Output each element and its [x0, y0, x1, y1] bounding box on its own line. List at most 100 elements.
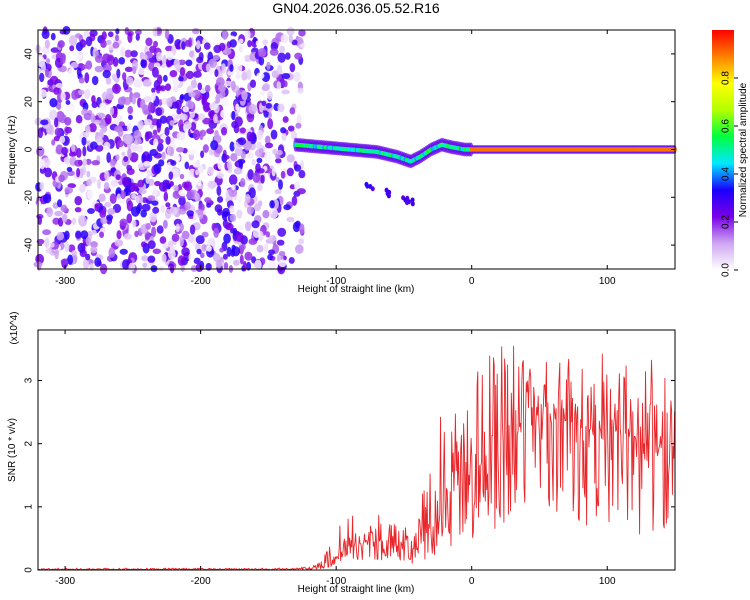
noise-blob: [87, 207, 95, 214]
noise-blob: [140, 241, 147, 248]
noise-blob: [266, 61, 271, 70]
noise-blob: [57, 112, 64, 123]
noise-blob: [280, 33, 289, 44]
noise-blob: [209, 87, 215, 97]
noise-blob: [49, 75, 59, 85]
noise-blob: [267, 118, 274, 130]
noise-blob: [239, 177, 246, 188]
noise-blob: [192, 129, 200, 141]
noise-blob: [94, 50, 100, 57]
noise-blob: [291, 195, 298, 206]
noise-blob: [260, 90, 265, 96]
noise-blob: [165, 135, 171, 145]
y-tick-label: 0: [24, 146, 35, 152]
noise-blob: [193, 71, 202, 78]
noise-blob: [117, 139, 124, 148]
noise-blob: [116, 68, 121, 79]
noise-blob: [131, 94, 137, 105]
noise-blob: [130, 50, 138, 58]
noise-blob: [74, 196, 83, 206]
noise-blob: [127, 148, 132, 159]
noise-blob: [38, 89, 48, 98]
noise-blob: [44, 237, 50, 248]
noise-blob: [202, 117, 211, 125]
noise-blob: [107, 208, 116, 215]
noise-blob: [135, 194, 144, 205]
noise-blob: [109, 193, 117, 204]
noise-blob: [268, 249, 276, 255]
noise-blob: [264, 135, 271, 145]
noise-blob: [161, 151, 166, 160]
noise-blob: [240, 55, 246, 66]
noise-blob: [145, 37, 153, 47]
noise-blob: [283, 80, 288, 88]
noise-blob: [99, 48, 106, 55]
noise-blob: [181, 247, 190, 257]
noise-blob: [40, 61, 46, 73]
noise-blob: [197, 82, 203, 91]
noise-blob: [254, 259, 262, 271]
noise-blob: [244, 221, 252, 232]
noise-blob: [179, 173, 185, 180]
noise-blob: [138, 188, 147, 195]
noise-blob: [77, 159, 83, 166]
noise-blob: [258, 147, 264, 154]
noise-blob: [142, 81, 152, 87]
noise-blob: [239, 254, 244, 265]
noise-blob: [237, 224, 244, 231]
noise-blob: [256, 167, 265, 174]
noise-blob: [246, 152, 254, 159]
noise-blob: [112, 57, 119, 67]
noise-blob: [207, 180, 217, 189]
noise-blob: [147, 240, 156, 250]
noise-blob: [85, 60, 93, 70]
noise-blob: [277, 103, 285, 113]
x-tick-label: 100: [599, 576, 616, 587]
noise-blob: [60, 53, 66, 65]
noise-blob: [61, 146, 68, 156]
noise-blob: [168, 146, 175, 157]
noise-blob: [276, 64, 283, 75]
noise-blob: [280, 170, 286, 179]
noise-blob: [205, 262, 212, 271]
noise-blob: [196, 248, 202, 255]
noise-blob: [81, 136, 87, 146]
noise-blob: [286, 216, 295, 223]
noise-blob: [114, 160, 124, 172]
noise-blob: [256, 244, 264, 253]
noise-blob: [103, 182, 110, 190]
noise-blob: [130, 144, 140, 152]
noise-blob: [281, 89, 290, 95]
noise-blob: [151, 200, 159, 206]
noise-blob: [175, 114, 180, 120]
noise-blob: [98, 112, 106, 119]
noise-blob: [223, 262, 229, 270]
noise-blob: [246, 131, 253, 142]
noise-blob: [79, 215, 85, 223]
noise-blob: [235, 232, 244, 242]
noise-blob: [294, 181, 301, 191]
snr-x-label: Height of straight line (km): [298, 584, 415, 595]
noise-blob: [177, 255, 185, 266]
noise-blob: [226, 246, 232, 257]
noise-blob: [68, 228, 75, 236]
noise-blob: [244, 29, 251, 40]
noise-blob: [85, 236, 92, 246]
noise-blob: [53, 87, 60, 95]
noise-blob: [212, 54, 220, 61]
noise-blob: [68, 151, 77, 157]
noise-blob: [229, 64, 234, 72]
noise-blob: [214, 69, 219, 78]
noise-blob: [235, 103, 240, 111]
snr-panel: -300 -200 -100 0 100 0 1 2 3 Height of straight…: [7, 311, 676, 595]
noise-blob: [193, 257, 201, 265]
noise-blob: [298, 238, 305, 245]
noise-blob: [269, 200, 275, 209]
noise-blob: [71, 217, 77, 225]
noise-blob: [110, 158, 117, 166]
noise-blob: [238, 45, 243, 53]
noise-blob: [256, 129, 264, 140]
noise-blob: [120, 51, 126, 57]
noise-blob: [162, 54, 167, 65]
noise-blob: [36, 146, 45, 157]
